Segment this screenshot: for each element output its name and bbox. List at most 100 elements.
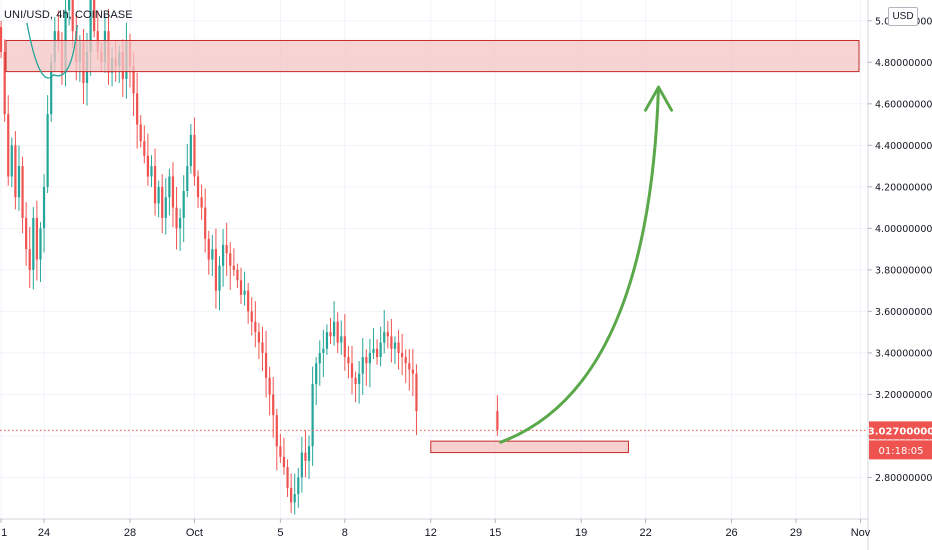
candle-body [261, 342, 264, 353]
y-tick-label: 4.40000000 [875, 141, 932, 152]
candle-body [175, 207, 178, 229]
y-tick-label: 3.40000000 [875, 348, 932, 359]
candle-body [146, 155, 149, 177]
x-tick-label: 22 [640, 527, 652, 539]
candle-body [350, 363, 354, 378]
candle-body [25, 217, 28, 250]
y-tick-label: 4.60000000 [875, 99, 932, 110]
candle-body [365, 357, 368, 364]
candle-body [218, 265, 221, 291]
candle-body [161, 186, 164, 218]
candle-body [171, 176, 175, 208]
countdown-label: 01:18:05 [879, 446, 924, 457]
x-tick-label: 5 [277, 527, 283, 539]
cup-curve-drawing [26, 22, 78, 79]
forecast-arrow [499, 85, 661, 444]
candle-body [211, 249, 214, 260]
x-tick-label: 26 [725, 527, 737, 539]
candle-body [10, 145, 13, 177]
currency-button[interactable]: USD [888, 7, 918, 26]
candle-body [247, 290, 250, 312]
y-tick-label: 3.60000000 [875, 307, 932, 318]
candle-body [168, 176, 171, 198]
candle-body [397, 342, 400, 353]
candle-body [0, 26, 3, 52]
candle-body [207, 238, 210, 260]
candle-body [35, 217, 38, 260]
candle-body [32, 217, 35, 270]
candle-body [332, 321, 336, 337]
x-tick-label: 24 [38, 527, 50, 539]
countdown-badge [869, 440, 932, 460]
candle-body [232, 265, 235, 270]
candle-body [329, 332, 332, 337]
x-tick-label: 8 [342, 527, 348, 539]
candle-body [375, 348, 379, 358]
candle-body [354, 377, 357, 385]
candle-body [411, 369, 414, 374]
candle-body [68, 0, 71, 11]
support-zone [430, 440, 629, 454]
candle-body [7, 114, 10, 177]
candle-body [71, 0, 74, 32]
candle-body [318, 352, 321, 364]
candle-body [239, 280, 243, 295]
drawing-overlays [0, 22, 868, 454]
candle-body [297, 477, 300, 495]
candle-body [225, 244, 228, 254]
candle-body [390, 336, 393, 349]
candle-body [408, 363, 411, 370]
candle-body [282, 456, 286, 468]
x-tick-label: 12 [425, 527, 437, 539]
candle-body [386, 332, 389, 337]
candle-body [293, 494, 296, 503]
candle-body [340, 336, 343, 343]
last-price-label: 3.02700000 [868, 426, 932, 437]
candle-body [311, 384, 314, 447]
symbol-header[interactable]: UNI/USD, 4h, COINBASE [4, 9, 133, 21]
candle-body [157, 186, 160, 204]
candle-body [243, 290, 246, 295]
x-tick-label: 29 [790, 527, 802, 539]
candle-body [14, 145, 17, 198]
x-tick-label: 28 [124, 527, 136, 539]
candle-body [236, 269, 239, 281]
candle-body [383, 332, 386, 343]
candle-body [496, 411, 499, 430]
candle-body [257, 332, 261, 343]
candle-body [300, 452, 303, 478]
candle-body [186, 166, 189, 191]
candle-body [200, 197, 203, 208]
y-tick-label: 4.80000000 [875, 58, 932, 69]
candle-body [279, 446, 282, 457]
candle-body [150, 166, 153, 177]
candle-body [343, 336, 346, 358]
candle-body [290, 487, 293, 503]
candle-body [286, 467, 289, 488]
forecast-arrowhead [644, 85, 674, 112]
candle-body [229, 253, 232, 266]
candle-body [193, 134, 196, 177]
candle-body [415, 373, 418, 412]
candle-body [401, 352, 404, 358]
x-tick-label: 19 [575, 527, 587, 539]
candle-body [196, 176, 200, 198]
candle-body [268, 377, 271, 395]
x-tick-label: 15 [489, 527, 501, 539]
candle-body [3, 51, 6, 115]
candle-body [214, 249, 218, 291]
candle-body [17, 166, 21, 198]
x-tick-label: Nov [851, 527, 871, 539]
candle-body [322, 348, 325, 353]
candle-body [336, 321, 339, 343]
y-tick-label: 3.20000000 [875, 390, 932, 401]
candle-body [361, 357, 364, 374]
candle-body [139, 124, 142, 142]
candle-body [39, 228, 42, 260]
candle-body [347, 357, 350, 364]
candle-body [46, 114, 49, 187]
y-tick-label: 3.80000000 [875, 265, 932, 276]
candle-body [143, 141, 146, 156]
